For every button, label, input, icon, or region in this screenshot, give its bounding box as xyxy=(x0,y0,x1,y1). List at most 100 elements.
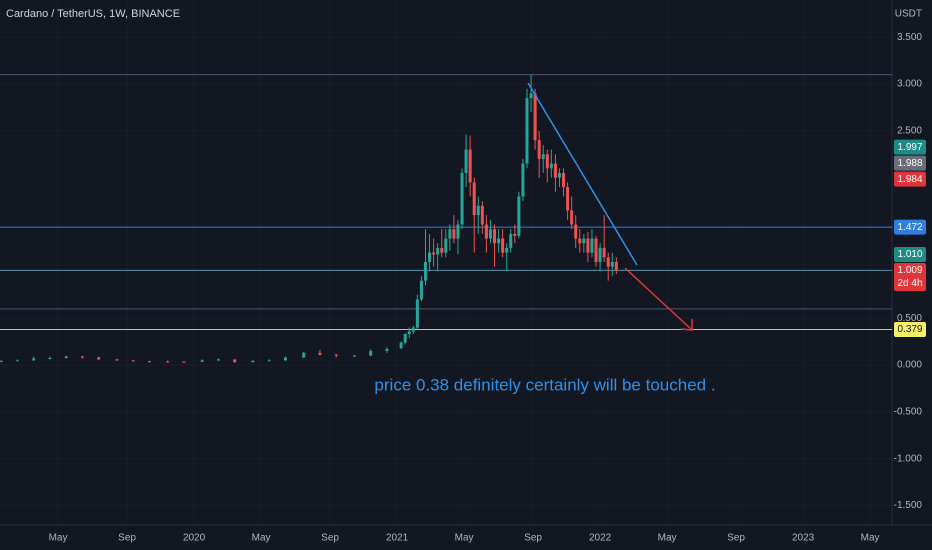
candle-body xyxy=(251,360,255,363)
candle-body xyxy=(452,229,456,239)
x-tick-label: Sep xyxy=(727,533,745,544)
y-tick-label: 0.000 xyxy=(897,360,922,371)
candle-body xyxy=(385,349,389,351)
candle-body xyxy=(476,205,480,216)
x-tick-label: May xyxy=(252,533,271,544)
candle-body xyxy=(574,224,578,239)
candle-body xyxy=(32,358,36,361)
x-tick-label: 2023 xyxy=(792,533,815,544)
x-tick-label: May xyxy=(455,533,474,544)
candle-body xyxy=(423,261,427,281)
currency: USDT xyxy=(895,9,922,20)
price-label: 1.010 xyxy=(897,249,922,260)
candle-body xyxy=(586,238,590,253)
candle-body xyxy=(614,261,618,271)
candle-body xyxy=(529,93,533,99)
candle-body xyxy=(436,247,440,255)
y-tick-label: 3.500 xyxy=(897,32,922,43)
price-label: 1.997 xyxy=(897,142,922,153)
x-tick-label: May xyxy=(861,533,880,544)
candle-body xyxy=(283,357,287,361)
candle-body xyxy=(468,149,472,183)
candle-body xyxy=(428,252,432,262)
candle-body xyxy=(267,360,271,362)
candle-body xyxy=(497,238,501,244)
x-tick-label: Sep xyxy=(321,533,339,544)
grid xyxy=(0,0,892,525)
chart-title: Cardano / TetherUS, 1W, BINANCE xyxy=(6,8,180,20)
candle-body xyxy=(15,360,19,362)
candle-body xyxy=(606,257,610,267)
candle-body xyxy=(440,247,444,253)
candle-body xyxy=(419,280,423,300)
arrow-line xyxy=(624,267,693,331)
candle-body xyxy=(456,224,460,239)
candle-body xyxy=(517,196,521,236)
candle-body xyxy=(432,252,436,255)
countdown: 2d 4h xyxy=(897,278,922,289)
x-tick-label: May xyxy=(658,533,677,544)
candle-body xyxy=(488,229,492,239)
candle-body xyxy=(403,334,407,343)
x-tick-label: 2021 xyxy=(386,533,409,544)
candle-body xyxy=(509,233,513,248)
price-label-box xyxy=(894,322,926,338)
candle-body xyxy=(464,149,468,174)
candle-body xyxy=(582,238,586,244)
y-tick-label: 3.000 xyxy=(897,79,922,90)
price-label: 1.988 xyxy=(897,158,922,169)
candle-body xyxy=(318,352,322,355)
candle-body xyxy=(115,359,119,361)
candle-body xyxy=(200,360,204,362)
candle-body xyxy=(493,229,497,244)
candle-body xyxy=(64,356,68,358)
candle-body xyxy=(537,140,541,159)
candle-body xyxy=(570,210,574,225)
candle-body xyxy=(545,154,549,169)
price-label: 1.984 xyxy=(897,174,922,185)
candle-body xyxy=(80,356,84,358)
price-label: 1.472 xyxy=(897,222,922,233)
candle-body xyxy=(352,355,356,357)
candle-body xyxy=(444,238,448,253)
price-label: 0.379 xyxy=(897,324,922,335)
candle-body xyxy=(147,361,151,363)
price-label-box xyxy=(894,155,926,171)
candle-body xyxy=(590,238,594,253)
y-tick-label: -1.500 xyxy=(894,500,923,511)
candle-body xyxy=(472,182,476,216)
y-tick-label: 0.500 xyxy=(897,313,922,324)
price-label-box xyxy=(894,219,926,235)
candle-body xyxy=(334,354,338,356)
price-label-box xyxy=(894,139,926,155)
y-tick-label: -1.000 xyxy=(894,453,923,464)
price-label-box xyxy=(894,263,926,292)
candle-body xyxy=(513,233,517,236)
candle-body xyxy=(602,247,606,258)
candle-body xyxy=(553,163,557,178)
candle-body xyxy=(448,229,452,239)
candle-body xyxy=(399,342,403,349)
price-label: 1.009 xyxy=(897,265,922,276)
candle-body xyxy=(525,98,529,164)
candle-body xyxy=(480,205,484,225)
candle-body xyxy=(484,224,488,239)
candle-body xyxy=(182,361,186,363)
candle-body xyxy=(233,359,237,363)
candle-body xyxy=(166,361,170,363)
candle-body xyxy=(598,247,602,262)
x-tick-label: Sep xyxy=(118,533,136,544)
candle-body xyxy=(369,350,373,356)
candle-body xyxy=(578,238,582,244)
x-tick-label: Sep xyxy=(524,533,542,544)
candle-body xyxy=(407,331,411,335)
trend-line xyxy=(527,82,638,266)
candle-body xyxy=(505,247,509,253)
annotation: price 0.38 definitely certainly will be … xyxy=(374,375,715,394)
price-label-box xyxy=(894,247,926,263)
candle-body xyxy=(557,173,561,178)
candle-body xyxy=(566,187,570,211)
